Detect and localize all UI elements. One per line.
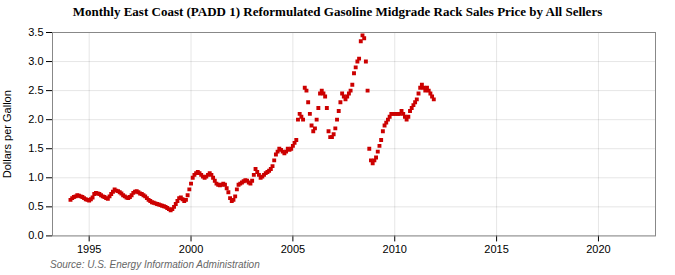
svg-text:2.0: 2.0 <box>28 113 43 125</box>
svg-text:2020: 2020 <box>586 242 610 254</box>
svg-text:3.0: 3.0 <box>28 55 43 67</box>
svg-text:2015: 2015 <box>484 242 508 254</box>
svg-text:0.5: 0.5 <box>28 200 43 212</box>
svg-text:1995: 1995 <box>77 242 101 254</box>
svg-text:2000: 2000 <box>179 242 203 254</box>
svg-text:0.0: 0.0 <box>28 229 43 241</box>
html-text:Monthly East Coast (PADD 1) Re: Monthly East Coast (PADD 1) Reformulated… <box>72 4 603 19</box>
svg-text:2.5: 2.5 <box>28 84 43 96</box>
svg-text:2010: 2010 <box>383 242 407 254</box>
html-text:Source: U.S. Energy Informatio: Source: U.S. Energy Information Administ… <box>50 259 260 270</box>
svg-text:1.0: 1.0 <box>28 171 43 183</box>
svg-text:1.5: 1.5 <box>28 142 43 154</box>
svg-text:2005: 2005 <box>281 242 305 254</box>
svg-text:Dollars per Gallon: Dollars per Gallon <box>1 90 13 178</box>
svg-text:3.5: 3.5 <box>28 26 43 38</box>
